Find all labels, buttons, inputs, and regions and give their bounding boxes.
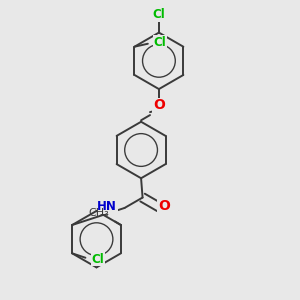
Text: Cl: Cl: [152, 8, 165, 21]
Text: CH₃: CH₃: [88, 208, 109, 218]
Text: Cl: Cl: [92, 253, 104, 266]
Text: O: O: [158, 199, 170, 213]
Text: HN: HN: [97, 200, 117, 213]
Text: Cl: Cl: [154, 36, 167, 49]
Text: O: O: [153, 98, 165, 112]
